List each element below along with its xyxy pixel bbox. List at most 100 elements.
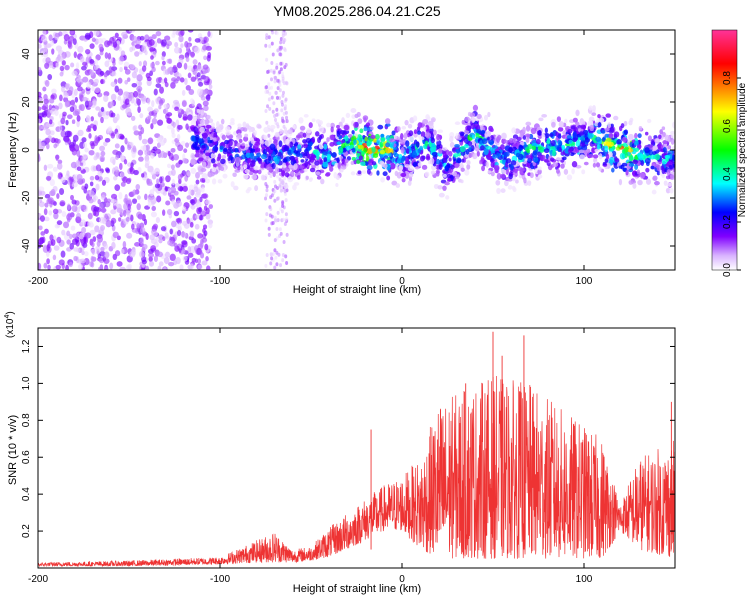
snr-line	[38, 376, 675, 568]
spectrogram-cell	[161, 60, 166, 66]
spectrogram-cell	[526, 148, 531, 154]
spectrogram-cell	[326, 122, 331, 128]
spectrogram-cell	[53, 245, 60, 251]
spectrogram-cell	[205, 124, 212, 129]
spectrogram-cell	[350, 160, 355, 166]
spectrogram-cell	[103, 95, 109, 103]
spectrogram-cell	[188, 184, 194, 191]
spectrogram-cell	[591, 147, 595, 154]
spectrogram-cell	[476, 113, 482, 120]
spectrogram-cell	[132, 145, 137, 153]
spectrogram-cell	[632, 183, 637, 189]
spectrogram-cell	[405, 148, 410, 154]
spectrogram-cell	[282, 158, 288, 163]
spectrogram-cell	[140, 95, 147, 102]
spectrogram-cell	[318, 120, 323, 125]
spectrogram-cell	[670, 138, 675, 145]
spectrogram-cell	[68, 233, 73, 240]
spectrogram-cell	[421, 164, 428, 170]
spectrogram-cell	[475, 128, 482, 134]
spectrogram-cell	[341, 165, 347, 170]
spectrogram-cell	[126, 232, 133, 239]
spectrogram-cell	[74, 96, 79, 103]
spectrogram-cell	[531, 142, 538, 147]
spectrogram-cell	[465, 148, 470, 155]
spectrogram-cell	[169, 228, 173, 235]
spectrogram-cell	[571, 168, 575, 175]
spectrogram-cell	[277, 151, 283, 157]
spectrogram-cell	[72, 134, 79, 142]
spectrogram-cell	[100, 79, 104, 85]
spectrogram-cell	[273, 265, 277, 270]
spectrogram-cell	[285, 261, 289, 266]
spectrogram-cell	[196, 103, 202, 110]
colorbar-tick-label: 0.2	[722, 215, 733, 229]
spectrogram-cell	[113, 205, 117, 210]
spectrogram-cell	[331, 151, 337, 159]
spectrogram-cell	[101, 207, 106, 214]
spectrogram-cell	[190, 158, 197, 166]
spectrogram-cell	[131, 223, 135, 230]
spectrogram-cell	[245, 152, 251, 159]
spectrogram-cell	[523, 177, 527, 184]
spectrogram-cell	[436, 170, 440, 177]
spectrogram-cell	[174, 183, 180, 188]
spectrogram-cell	[133, 130, 140, 136]
spectrogram-cell	[200, 119, 205, 126]
spectrogram-cell	[489, 147, 494, 152]
spectrogram-cell	[284, 97, 288, 102]
spectrogram-cell	[644, 131, 649, 136]
spectrogram-cell	[672, 168, 675, 172]
spectrogram-cell	[199, 196, 203, 203]
spectrogram-cell	[628, 133, 634, 140]
spectrogram-cell	[194, 38, 201, 43]
spectrogram-cell	[48, 34, 53, 42]
spectrogram-cell	[285, 115, 289, 120]
spectrogram-cell	[273, 75, 277, 80]
spectrogram-cell	[283, 184, 289, 190]
spectrogram-cell	[265, 253, 269, 258]
spectrogram-cell	[148, 256, 153, 263]
spectrogram-cell	[94, 87, 100, 94]
spectrogram-cell	[73, 51, 78, 59]
spectrogram-cell	[282, 240, 286, 245]
spectrogram-cell	[396, 126, 401, 132]
spectrogram-cell	[162, 266, 167, 270]
spectrogram-cell	[42, 30, 47, 37]
spectrogram-cell	[279, 231, 283, 236]
spectrogram-cell	[617, 162, 621, 167]
spectrogram-cell	[124, 98, 130, 106]
spectrogram-cell	[223, 147, 228, 153]
spectrogram-cell	[153, 88, 158, 96]
spectrogram-cell	[604, 127, 610, 132]
spectrogram-cell	[176, 134, 181, 140]
spectrogram-cell	[87, 212, 93, 220]
spectrogram-cell	[205, 94, 211, 102]
spectrogram-cell	[120, 50, 126, 57]
spectrogram-cell	[186, 219, 191, 225]
spectrogram-cell	[165, 175, 171, 183]
spectrogram-cell	[208, 84, 213, 90]
spectrogram-cell	[305, 132, 310, 140]
spectrogram-cell	[100, 116, 104, 124]
spectrogram-cell	[159, 140, 166, 146]
spectrogram-cell	[89, 175, 95, 181]
spectrogram-cell	[81, 250, 85, 256]
spectrogram-cell	[166, 117, 172, 124]
spectrogram-cell	[71, 181, 78, 188]
spectrogram-cell	[284, 62, 288, 67]
spectrogram-cell	[179, 186, 184, 192]
spectrogram-cell	[87, 100, 93, 108]
spectrogram-cell	[105, 220, 112, 228]
spectrogram-cell	[158, 104, 162, 110]
spectrogram-cell	[150, 200, 155, 206]
spectrogram-cell	[163, 103, 170, 109]
spectrogram-cell	[336, 141, 342, 145]
spectrogram-cell	[575, 164, 582, 169]
spectrogram-cell	[276, 196, 280, 201]
spectrogram-cell	[103, 91, 110, 97]
spectrogram-cell	[656, 164, 662, 172]
spectrogram-cell	[126, 264, 131, 270]
spectrogram-cell	[575, 109, 580, 117]
spectrogram-cell	[159, 176, 163, 184]
